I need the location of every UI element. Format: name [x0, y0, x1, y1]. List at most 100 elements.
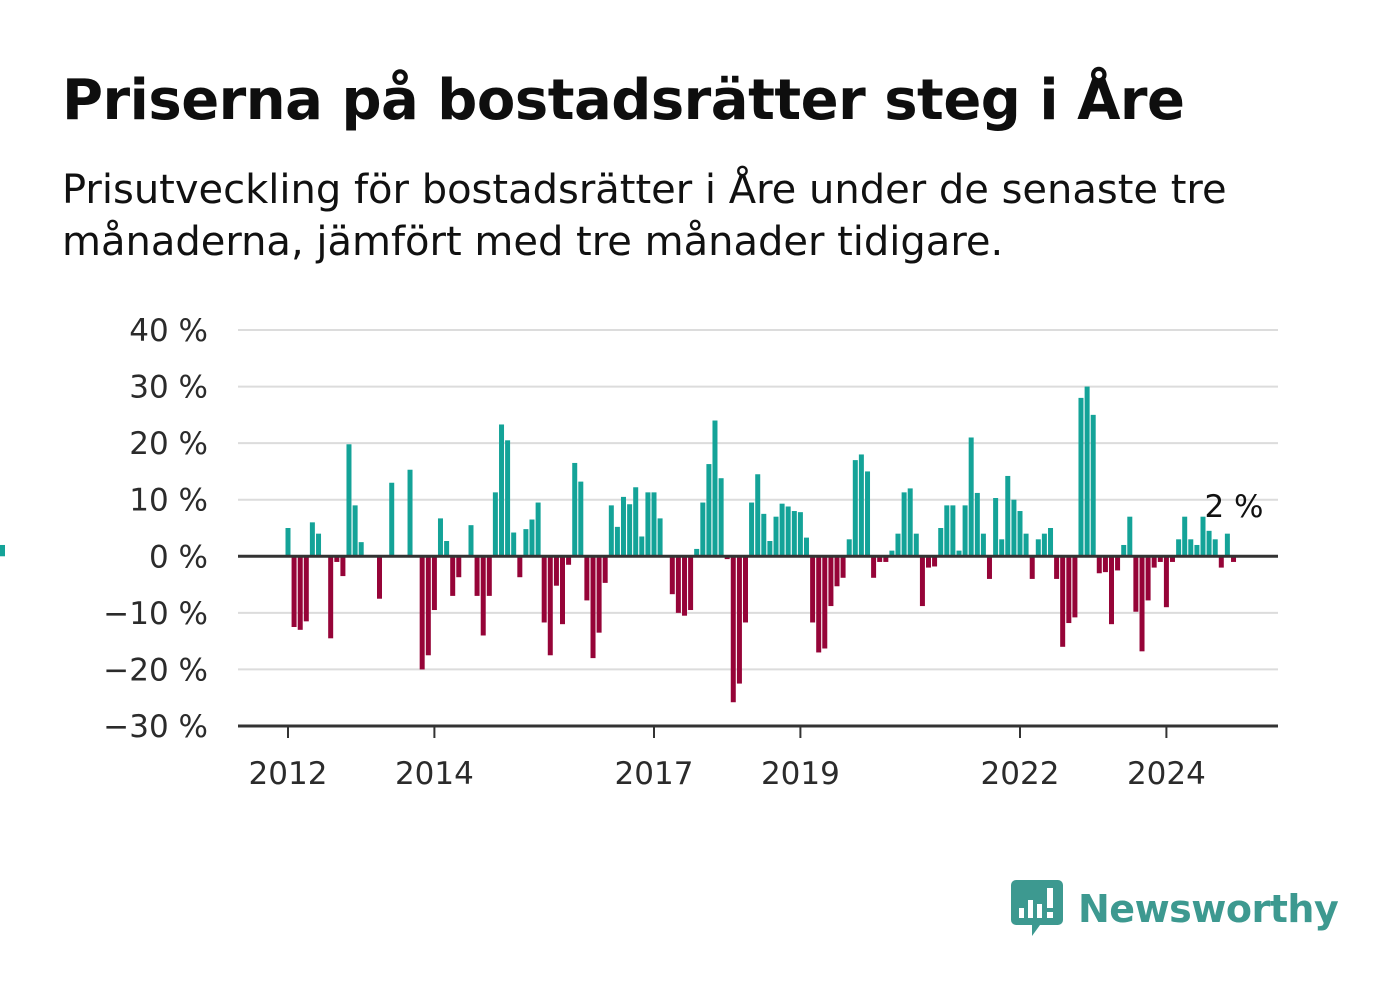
bar: [1206, 530, 1212, 557]
bar: [767, 541, 773, 557]
bar: [901, 492, 907, 557]
bar: [1139, 556, 1145, 652]
bar: [1005, 475, 1011, 557]
bar: [736, 556, 742, 684]
bar: [1169, 556, 1175, 562]
bar: [505, 440, 511, 557]
bar: [755, 474, 761, 557]
bar: [1200, 516, 1206, 557]
y-tick-label: 10 %: [129, 483, 208, 519]
bar: [334, 556, 340, 562]
bar: [486, 556, 492, 596]
y-tick-label: −20 %: [103, 652, 208, 688]
bar: [468, 525, 474, 557]
bar: [535, 502, 541, 557]
bar: [523, 529, 529, 557]
bar: [340, 556, 346, 577]
bar: [614, 526, 620, 557]
bar: [1163, 556, 1169, 608]
bar: [456, 556, 462, 578]
x-tick-label: 2019: [761, 756, 840, 792]
bar: [620, 496, 626, 557]
brand-name: Newsworthy: [1078, 887, 1339, 931]
x-tick-label: 2014: [395, 756, 474, 792]
bar: [749, 502, 755, 557]
bar: [797, 512, 803, 557]
bar: [944, 505, 950, 557]
bar: [377, 556, 382, 599]
bars: [0, 386, 1237, 703]
bar: [840, 556, 846, 578]
bar: [669, 556, 675, 595]
bar: [993, 498, 999, 557]
bar: [566, 556, 572, 565]
bar: [865, 471, 871, 557]
bar: [1035, 539, 1041, 557]
bar: [785, 506, 791, 557]
bar: [1151, 556, 1157, 568]
bar: [1096, 556, 1102, 574]
bar: [773, 516, 779, 557]
bar: [919, 556, 925, 607]
bar: [1212, 539, 1218, 557]
y-tick-label: 40 %: [129, 313, 208, 349]
bar: [529, 519, 535, 557]
bar: [1121, 544, 1127, 557]
x-axis-ticks: 2012 2014 2017 2019 2022 2024: [249, 726, 1206, 792]
bar: [700, 502, 706, 557]
bar: [907, 488, 913, 557]
x-tick-label: 2012: [249, 756, 328, 792]
bar: [779, 503, 785, 557]
bar: [1054, 556, 1060, 579]
bar: [791, 511, 797, 557]
bar: [895, 533, 901, 557]
bar: [1084, 386, 1090, 557]
bar: [645, 492, 651, 557]
bar: [1231, 556, 1237, 562]
bar: [883, 556, 889, 562]
bar: [950, 505, 956, 557]
bar: [633, 487, 639, 557]
bar: [828, 556, 834, 607]
chart-subtitle: Prisutveckling för bostadsrätter i Åre u…: [62, 167, 1227, 265]
bar: [730, 556, 736, 703]
bar: [303, 556, 309, 622]
bar: [309, 522, 315, 557]
y-tick-label: 30 %: [129, 370, 208, 406]
bar: [858, 454, 864, 557]
bar: [560, 556, 565, 625]
bar: [352, 505, 358, 557]
bar: [1078, 397, 1084, 557]
bar: [1090, 414, 1096, 557]
bar: [1218, 556, 1224, 568]
bar: [297, 556, 303, 630]
bar: [572, 462, 578, 557]
y-axis-ticks: 40 % 30 % 20 % 10 % 0 % −10 % −20 % −30 %: [103, 313, 208, 745]
bar: [1011, 499, 1017, 557]
bar: [816, 556, 822, 653]
bar: [675, 556, 681, 613]
bar: [425, 556, 431, 656]
bar: [956, 550, 962, 557]
bar: [810, 556, 816, 623]
bar: [1041, 533, 1047, 557]
chart-title: Priserna på bostadsrätter steg i Åre: [62, 68, 1185, 133]
bar: [682, 556, 688, 616]
bar: [602, 556, 608, 583]
bar: [962, 505, 968, 557]
x-tick-label: 2024: [1127, 756, 1206, 792]
bar: [852, 460, 858, 557]
bar: [627, 504, 633, 557]
bar: [492, 492, 498, 557]
bar: [986, 556, 992, 579]
bar: [328, 556, 334, 639]
bar: [444, 541, 450, 557]
bar: [871, 556, 877, 578]
bar: [651, 492, 657, 557]
bar: [980, 533, 986, 557]
bar: [926, 556, 931, 568]
bar: [761, 513, 767, 557]
bar: [657, 518, 663, 557]
bar: [877, 556, 883, 562]
bar: [608, 505, 614, 557]
